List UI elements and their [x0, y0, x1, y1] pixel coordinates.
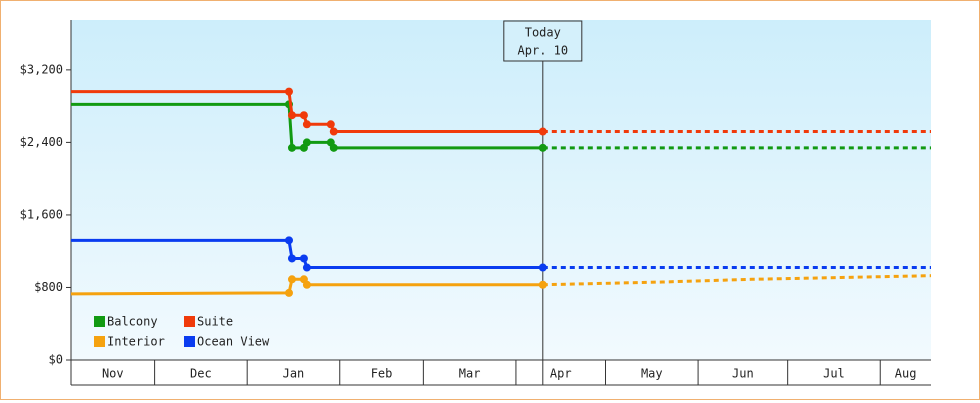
- x-tick-label: May: [641, 367, 663, 381]
- x-tick-label: Dec: [190, 367, 212, 381]
- y-tick-label: $3,200: [20, 62, 63, 76]
- point: [329, 143, 338, 152]
- point: [284, 236, 293, 245]
- x-tick-label: Jul: [823, 367, 845, 381]
- point: [326, 120, 335, 129]
- point: [287, 254, 296, 263]
- point: [302, 120, 311, 129]
- legend-label: Suite: [197, 315, 233, 329]
- legend-swatch: [94, 316, 105, 327]
- legend-swatch: [184, 316, 195, 327]
- series-line: [70, 277, 543, 296]
- y-tick-label: $0: [49, 353, 63, 367]
- x-tick-label: Apr: [550, 367, 572, 381]
- x-tick-label: Jan: [283, 367, 305, 381]
- legend-swatch: [94, 336, 105, 347]
- point: [284, 288, 293, 297]
- point: [302, 280, 311, 289]
- x-tick-label: Mar: [459, 367, 481, 381]
- today-box: [503, 20, 583, 62]
- y-tick-label: $2,400: [20, 135, 63, 149]
- series-line: [71, 238, 543, 270]
- point: [329, 127, 338, 136]
- x-tick-label: Feb: [371, 367, 393, 381]
- legend-swatch: [184, 336, 195, 347]
- point: [538, 263, 547, 272]
- projection-line: [542, 274, 932, 287]
- point: [538, 143, 547, 152]
- point: [299, 254, 308, 263]
- x-tick-label: Nov: [102, 367, 124, 381]
- point: [287, 143, 296, 152]
- point: [302, 138, 311, 147]
- plot-area: [71, 20, 931, 360]
- today-label: Today: [525, 26, 561, 40]
- point: [299, 111, 308, 120]
- point: [287, 275, 296, 284]
- legend-label: Interior: [107, 335, 165, 349]
- x-tick-label: Jun: [732, 367, 754, 381]
- y-tick-label: $1,600: [20, 207, 63, 221]
- point: [538, 127, 547, 136]
- point: [302, 263, 311, 272]
- legend-label: Balcony: [107, 315, 158, 329]
- y-tick-label: $800: [34, 280, 63, 294]
- today-label: Apr. 10: [518, 44, 569, 58]
- point: [284, 87, 293, 96]
- x-tick-label: Aug: [895, 367, 917, 381]
- legend-label: Ocean View: [197, 335, 270, 349]
- point: [287, 111, 296, 120]
- point: [538, 280, 547, 289]
